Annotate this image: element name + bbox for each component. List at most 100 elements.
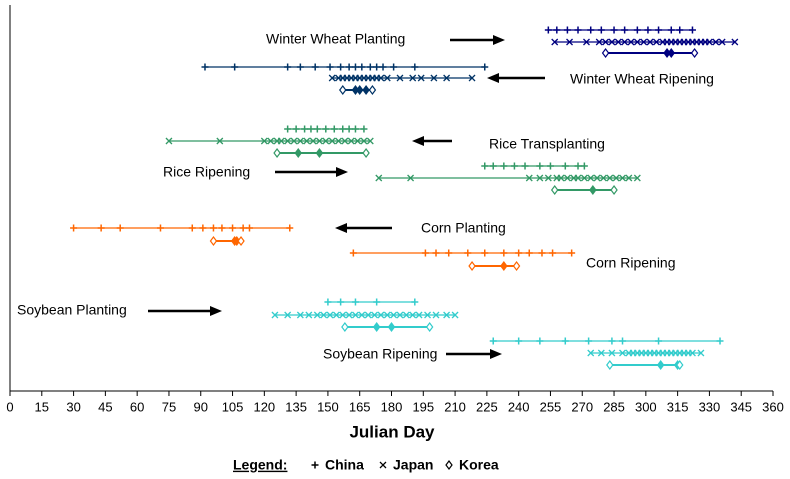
x-axis-title: Julian Day [349,422,435,441]
x-tick-label: 15 [35,399,49,414]
japan-marker [396,74,404,82]
china-marker [245,224,253,232]
china-marker [421,249,429,257]
annotation: Winter Wheat Planting [266,31,405,47]
china-marker [667,26,675,34]
x-tick-label: 195 [412,399,434,414]
x-tick-label: 180 [381,399,403,414]
china-marker [500,162,508,170]
legend-marker [379,461,387,469]
korea-marker [589,185,597,195]
japan-marker [625,174,633,182]
legend-label: Japan [393,457,433,473]
japan-marker [320,311,328,319]
japan-marker [216,137,224,145]
china-marker [339,125,347,133]
china-marker [351,298,359,306]
x-tick-label: 60 [130,399,144,414]
china-marker [445,249,453,257]
china-marker [621,26,629,34]
japan-marker [614,38,622,46]
japan-marker [697,349,705,357]
korea-marker [468,261,476,271]
japan-marker [328,137,336,145]
korea-marker [315,148,324,158]
korea-marker [372,322,381,332]
japan-marker [402,311,410,319]
china-marker [633,26,641,34]
china-marker [307,125,315,133]
x-tick-label: 345 [730,399,752,414]
china-marker [553,26,561,34]
x-tick-label: 45 [98,399,112,414]
china-marker [188,224,196,232]
japan-marker [284,137,292,145]
korea-marker [690,48,699,58]
china-marker [324,298,332,306]
china-marker [521,162,529,170]
china-marker [351,63,359,71]
japan-marker [544,174,552,182]
japan-marker [583,38,590,46]
japan-marker [705,38,713,46]
korea-marker [667,48,676,58]
x-tick-label: 90 [194,399,208,414]
x-tick-label: 360 [762,399,784,414]
china-marker [585,337,593,345]
japan-marker [430,74,438,82]
x-tick-label: 330 [699,399,721,414]
japan-marker [375,174,383,182]
china-marker [349,249,357,257]
china-marker [608,337,616,345]
japan-marker [606,174,614,182]
china-marker [525,249,533,257]
china-marker [510,162,518,170]
x-tick-label: 105 [222,399,244,414]
japan-marker [377,74,385,82]
japan-marker [326,311,334,319]
china-marker [464,249,472,257]
japan-marker [347,137,355,145]
china-marker [337,63,345,71]
china-marker [644,26,652,34]
japan-marker [315,137,323,145]
x-tick-label: 225 [476,399,498,414]
china-marker [489,162,497,170]
japan-marker [345,311,353,319]
japan-marker [377,311,385,319]
korea-marker [368,85,377,95]
annotation: Rice Ripening [163,164,250,180]
japan-marker [339,311,347,319]
korea-marker [500,261,508,271]
china-marker [201,63,209,71]
japan-marker [284,311,292,319]
japan-marker [396,311,404,319]
japan-marker [383,74,391,82]
china-marker [655,337,663,345]
japan-marker [621,38,629,46]
japan-marker [415,311,423,319]
korea-marker [362,148,370,158]
japan-marker [383,311,391,319]
x-tick-label: 30 [66,399,80,414]
legend-marker [311,461,319,469]
arrow-head [490,349,502,359]
arrow-head [412,136,424,146]
arrow-head [210,306,222,316]
korea-marker [675,360,684,370]
china-marker [489,337,497,345]
china-marker [561,337,569,345]
china-marker [313,125,321,133]
japan-marker [599,174,607,182]
china-marker [538,249,546,257]
china-marker [536,337,544,345]
china-marker [301,125,309,133]
japan-marker [328,74,336,82]
china-marker [345,63,353,71]
japan-marker [557,174,565,182]
japan-marker [619,174,626,182]
arrow-head [336,167,348,177]
annotation: Soybean Ripening [323,346,437,362]
x-tick-label: 210 [444,399,466,414]
